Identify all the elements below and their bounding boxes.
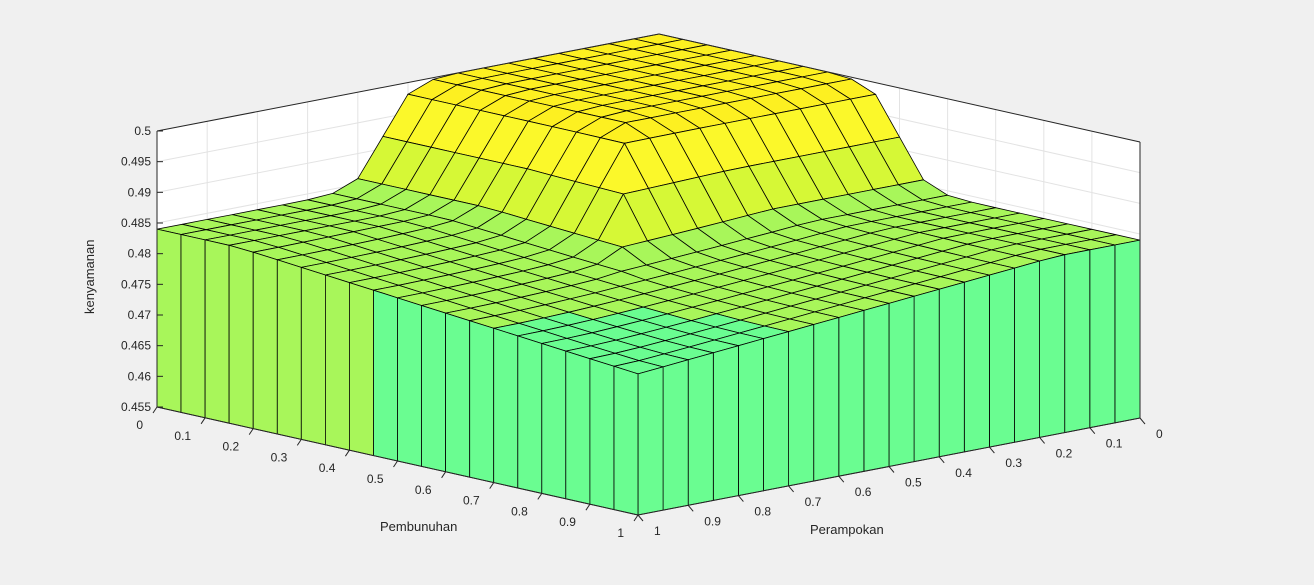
z-tick-label: 0.48 bbox=[128, 247, 152, 261]
surface-face bbox=[229, 245, 253, 428]
surface-face bbox=[253, 252, 277, 434]
y-tick-mark bbox=[789, 486, 794, 492]
surface-face bbox=[566, 351, 590, 504]
x-tick-mark bbox=[490, 483, 494, 489]
x-tick-label: 0.6 bbox=[415, 483, 432, 497]
surface-face bbox=[1040, 255, 1065, 438]
surface-face bbox=[325, 275, 349, 450]
z-axis-label: kenyamanan bbox=[82, 240, 97, 314]
y-tick-label: 0.1 bbox=[1106, 437, 1123, 451]
surface-face bbox=[1015, 261, 1040, 442]
z-tick-label: 0.46 bbox=[128, 369, 152, 383]
surface-face bbox=[301, 267, 325, 444]
surface-face bbox=[638, 367, 663, 515]
y-tick-label: 1 bbox=[654, 524, 661, 538]
x-tick-mark bbox=[394, 461, 398, 467]
x-tick-mark bbox=[249, 429, 253, 435]
x-tick-label: 0 bbox=[136, 418, 143, 432]
y-tick-mark bbox=[1040, 437, 1045, 443]
x-tick-mark bbox=[634, 515, 638, 521]
surface-face bbox=[889, 296, 914, 466]
y-tick-mark bbox=[688, 505, 693, 511]
x-tick-label: 0.8 bbox=[511, 504, 528, 518]
surface-face bbox=[614, 366, 638, 515]
x-tick-label: 0.7 bbox=[463, 494, 480, 508]
z-tick-label: 0.475 bbox=[121, 277, 151, 291]
y-tick-label: 0.9 bbox=[704, 514, 721, 528]
y-tick-label: 0.8 bbox=[754, 505, 771, 519]
surface-face bbox=[989, 268, 1014, 447]
y-tick-label: 0 bbox=[1156, 427, 1163, 441]
surface-face bbox=[494, 328, 518, 488]
x-tick-mark bbox=[442, 472, 446, 478]
surface-face bbox=[181, 235, 205, 418]
x-tick-label: 0.3 bbox=[271, 450, 288, 464]
x-axis-label: Pembunuhan bbox=[380, 519, 457, 534]
surface-face bbox=[1065, 250, 1090, 433]
y-tick-mark bbox=[839, 476, 844, 482]
surface-face bbox=[470, 321, 494, 483]
surface-face bbox=[864, 303, 889, 471]
y-tick-mark bbox=[638, 515, 643, 521]
surface-face bbox=[764, 332, 789, 491]
y-tick-mark bbox=[1090, 428, 1095, 434]
z-tick-label: 0.495 bbox=[121, 155, 151, 169]
x-tick-mark bbox=[345, 450, 349, 456]
surface-face bbox=[374, 290, 398, 461]
z-tick-label: 0.49 bbox=[128, 185, 152, 199]
x-tick-label: 0.4 bbox=[319, 461, 336, 475]
x-tick-label: 1 bbox=[617, 526, 624, 540]
surface-face bbox=[814, 318, 839, 482]
y-tick-label: 0.7 bbox=[805, 495, 822, 509]
surface-face bbox=[939, 282, 964, 457]
surface-face bbox=[398, 298, 422, 467]
y-tick-label: 0.4 bbox=[955, 466, 972, 480]
x-tick-mark bbox=[153, 407, 157, 413]
surface-face bbox=[157, 229, 181, 412]
surface-face bbox=[688, 353, 713, 506]
surface-face bbox=[277, 260, 301, 440]
surface-face bbox=[542, 344, 566, 499]
y-tick-mark bbox=[889, 467, 894, 473]
y-tick-mark bbox=[1140, 418, 1145, 424]
surface-face bbox=[964, 275, 989, 452]
surface-face bbox=[839, 310, 864, 476]
surface-face bbox=[663, 360, 688, 510]
y-tick-mark bbox=[939, 457, 944, 463]
x-tick-mark bbox=[297, 439, 301, 445]
x-tick-label: 0.5 bbox=[367, 472, 384, 486]
z-tick-label: 0.465 bbox=[121, 339, 151, 353]
z-tick-label: 0.485 bbox=[121, 216, 151, 230]
y-tick-label: 0.3 bbox=[1005, 456, 1022, 470]
surface-face bbox=[518, 336, 542, 494]
x-tick-mark bbox=[586, 504, 590, 510]
surface-face bbox=[1115, 240, 1140, 423]
surface-face bbox=[789, 325, 814, 486]
surface-face bbox=[713, 346, 738, 501]
y-tick-mark bbox=[738, 496, 743, 502]
y-axis-label: Perampokan bbox=[810, 522, 884, 537]
surface-face bbox=[446, 313, 470, 477]
y-tick-label: 0.6 bbox=[855, 485, 872, 499]
x-tick-label: 0.2 bbox=[223, 440, 240, 454]
y-tick-label: 0.5 bbox=[905, 476, 922, 490]
surface-face bbox=[205, 240, 229, 423]
surface-face bbox=[590, 359, 614, 510]
x-tick-label: 0.9 bbox=[559, 515, 576, 529]
surface-face bbox=[914, 289, 939, 461]
x-tick-mark bbox=[538, 493, 542, 499]
z-tick-label: 0.455 bbox=[121, 400, 151, 414]
x-tick-mark bbox=[201, 418, 205, 424]
surface-face bbox=[1090, 245, 1115, 428]
y-tick-label: 0.2 bbox=[1056, 446, 1073, 460]
z-tick-label: 0.5 bbox=[134, 124, 151, 138]
surface-face bbox=[349, 283, 373, 456]
y-tick-mark bbox=[989, 447, 994, 453]
surface-face bbox=[738, 339, 763, 496]
z-tick-label: 0.47 bbox=[128, 308, 152, 322]
x-tick-label: 0.1 bbox=[174, 429, 191, 443]
surface-face bbox=[422, 306, 446, 472]
